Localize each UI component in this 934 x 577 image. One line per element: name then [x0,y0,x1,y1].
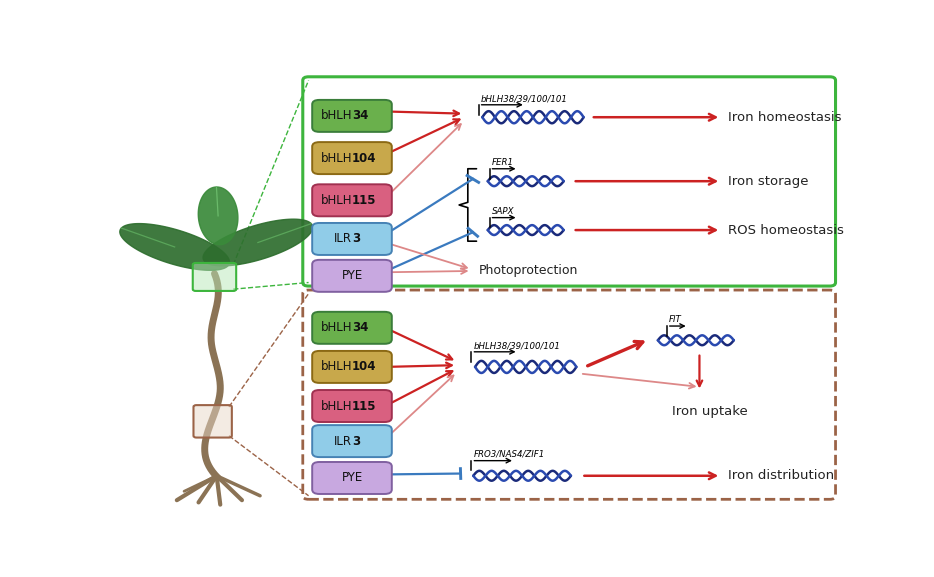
Text: PYE: PYE [341,269,362,282]
Text: FRO3/NAS4/ZIF1: FRO3/NAS4/ZIF1 [474,450,545,459]
FancyBboxPatch shape [312,184,392,216]
Polygon shape [198,187,238,245]
Text: ILR: ILR [334,233,352,245]
FancyBboxPatch shape [312,390,392,422]
Text: Iron storage: Iron storage [729,175,809,188]
Text: PYE: PYE [341,471,362,485]
Text: 34: 34 [352,321,368,334]
Text: 104: 104 [352,361,376,373]
Polygon shape [203,219,313,266]
FancyBboxPatch shape [193,405,232,437]
Text: Iron uptake: Iron uptake [672,405,748,418]
Text: 104: 104 [352,152,376,164]
FancyBboxPatch shape [312,142,392,174]
Text: 115: 115 [352,194,376,207]
Text: bHLH: bHLH [320,321,352,334]
Text: SAPX: SAPX [491,207,515,216]
Text: Iron homeostasis: Iron homeostasis [729,111,842,123]
Text: bHLH: bHLH [320,110,352,122]
FancyBboxPatch shape [312,260,392,292]
Text: bHLH38/39/100/101: bHLH38/39/100/101 [474,341,560,350]
Text: 3: 3 [352,233,361,245]
Text: bHLH38/39/100/101: bHLH38/39/100/101 [481,94,568,103]
Text: ROS homeostasis: ROS homeostasis [729,223,844,237]
Text: FIT: FIT [669,315,682,324]
FancyBboxPatch shape [312,100,392,132]
Text: bHLH: bHLH [320,361,352,373]
Text: 34: 34 [352,110,368,122]
FancyBboxPatch shape [312,312,392,344]
Text: bHLH: bHLH [320,152,352,164]
Text: 3: 3 [352,434,361,448]
FancyBboxPatch shape [312,351,392,383]
FancyBboxPatch shape [312,462,392,494]
Text: ILR: ILR [334,434,352,448]
Text: Photoprotection: Photoprotection [479,264,578,276]
FancyBboxPatch shape [192,263,236,291]
Text: 115: 115 [352,399,376,413]
Text: FER1: FER1 [491,158,514,167]
Text: bHLH: bHLH [320,194,352,207]
Text: Iron distribution: Iron distribution [729,469,834,482]
Polygon shape [120,224,230,270]
FancyBboxPatch shape [312,223,392,255]
Text: bHLH: bHLH [320,399,352,413]
FancyBboxPatch shape [312,425,392,457]
